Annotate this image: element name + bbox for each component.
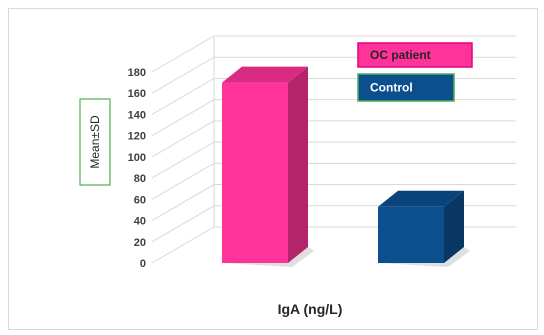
legend: OC patient Control [357, 42, 473, 102]
bar-control [378, 190, 470, 267]
gridline [151, 141, 516, 179]
gridline [151, 99, 516, 137]
legend-item: Control [357, 73, 455, 102]
y-tick-label: 100 [128, 152, 146, 164]
bar-top [378, 190, 464, 207]
y-tick-label: 20 [134, 237, 146, 249]
bars [222, 66, 470, 267]
legend-swatch [357, 73, 455, 102]
y-axis-label: Mean±SD [88, 115, 102, 169]
y-tick-label: 60 [134, 194, 146, 206]
bar-oc-patient [222, 66, 314, 267]
y-tick-label: 120 [128, 131, 146, 143]
bar-shadow [222, 247, 314, 267]
legend-item: OC patient [357, 42, 473, 68]
bar-top [222, 66, 308, 83]
x-axis-label: IgA (ng/L) [278, 301, 343, 317]
gridline [151, 77, 516, 115]
gridline [151, 120, 516, 158]
legend-swatch [357, 42, 473, 68]
legend-label: OC patient [370, 48, 431, 62]
y-tick-label: 0 [140, 258, 146, 270]
y-tick-label: 160 [128, 88, 146, 100]
y-tick-label: 180 [128, 67, 146, 79]
y-tick-label: 80 [134, 173, 146, 185]
bar-side [444, 190, 464, 263]
bar-side [288, 66, 308, 263]
bar-front [222, 82, 288, 263]
bar-front [378, 206, 444, 263]
y-axis-label-box [79, 98, 111, 186]
y-tick-label: 140 [128, 109, 146, 121]
legend-label: Control [370, 81, 413, 95]
bar-shadow [378, 247, 470, 267]
y-axis-ticks: 0 20 40 60 80 100 120 140 160 180 [128, 67, 146, 270]
y-tick-label: 40 [134, 216, 146, 228]
